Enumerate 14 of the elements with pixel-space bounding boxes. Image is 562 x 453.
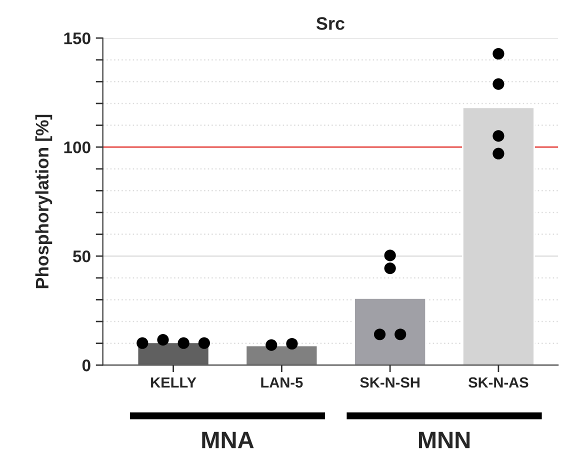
bar xyxy=(245,344,318,366)
x-tick-label: SK-N-AS xyxy=(468,377,528,388)
bar xyxy=(354,297,427,366)
x-tick-label: SK-N-SH xyxy=(360,377,420,388)
y-tick-label: 100 xyxy=(64,141,90,154)
chart-title: Src xyxy=(316,17,344,30)
y-axis-title: Phosphorylation [%] xyxy=(35,114,52,288)
y-tick-label: 50 xyxy=(73,250,90,262)
text: MNA xyxy=(202,432,254,448)
y-tick-label: 0 xyxy=(82,360,90,372)
x-tick-label: KELLY xyxy=(151,377,196,388)
text: MNN xyxy=(418,432,470,448)
y-tick-label: 150 xyxy=(64,32,90,44)
x-tick-label: LAN-5 xyxy=(261,377,303,388)
